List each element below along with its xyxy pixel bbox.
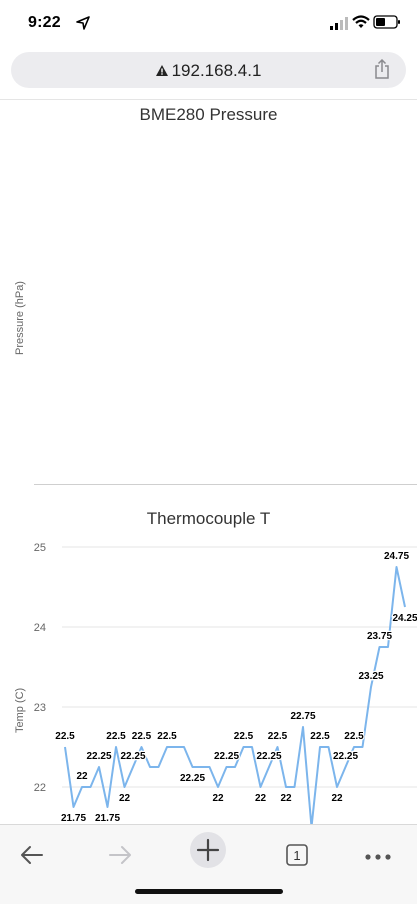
share-icon[interactable] — [374, 59, 390, 79]
y-tick-label: 24 — [34, 622, 46, 634]
battery-icon — [373, 15, 400, 29]
data-label: 22 — [331, 793, 343, 804]
plus-icon — [196, 838, 220, 862]
data-label: 24.25 — [392, 613, 417, 624]
pressure-chart-title: BME280 Pressure — [139, 105, 278, 124]
browser-toolbar: 1 — [0, 824, 417, 904]
url-text: 192.168.4.1 — [171, 61, 262, 80]
data-label: 22 — [212, 793, 224, 804]
wifi-icon — [352, 15, 370, 28]
pressure-y-axis-label: Pressure (hPa) — [14, 281, 26, 355]
data-label: 21.75 — [61, 813, 86, 824]
data-label: 21.75 — [95, 813, 120, 824]
tabs-button[interactable]: 1 — [277, 835, 317, 875]
data-label: 22.75 — [290, 711, 315, 722]
data-label: 23.75 — [367, 631, 392, 642]
y-tick-label: 23 — [34, 702, 46, 714]
status-time: 9:22 — [28, 14, 61, 31]
data-label: 22.5 — [268, 731, 288, 742]
data-label: 22 — [280, 793, 292, 804]
tabs-icon — [286, 844, 308, 866]
data-label: 22.5 — [106, 731, 126, 742]
data-label: 22.25 — [86, 751, 111, 762]
back-arrow-icon[interactable] — [12, 835, 52, 875]
address-bar[interactable]: 192.168.4.1 — [11, 52, 406, 88]
data-label: 23.25 — [358, 671, 383, 682]
status-bar: 9:22 — [0, 0, 417, 44]
data-label: 22.5 — [55, 731, 75, 742]
data-label: 22 — [119, 793, 131, 804]
data-label: 22.25 — [180, 773, 205, 784]
warning-icon — [155, 65, 168, 76]
data-label: 22.5 — [132, 731, 152, 742]
data-label: 22.5 — [234, 731, 254, 742]
more-options-icon[interactable] — [358, 835, 398, 875]
url-display: 192.168.4.1 — [11, 61, 406, 81]
temp-chart-title: Thermocouple T — [146, 509, 271, 528]
data-label: 22.5 — [344, 731, 364, 742]
data-label: 22.25 — [120, 751, 145, 762]
data-label: 22 — [255, 793, 267, 804]
temp-chart: 22 23 24 25 22.5 21.75 22 22.25 21.75 22.5 22 22.25… — [34, 542, 417, 824]
data-label: 24.75 — [384, 551, 409, 562]
tab-count: 1 — [293, 848, 301, 863]
data-label: 22.5 — [310, 731, 330, 742]
temp-series-line — [64, 566, 406, 824]
data-label: 22.5 — [157, 731, 177, 742]
cellular-signal-icon — [330, 17, 348, 30]
data-label: 22.25 — [333, 751, 358, 762]
forward-arrow-icon[interactable] — [100, 835, 140, 875]
header-divider — [0, 99, 417, 100]
home-indicator — [135, 889, 283, 894]
new-tab-background — [190, 832, 226, 868]
location-arrow-icon — [76, 16, 90, 30]
data-label: 22.25 — [256, 751, 281, 762]
chart-divider — [34, 484, 417, 485]
data-label: 22 — [76, 771, 88, 782]
y-tick-label: 22 — [34, 782, 46, 794]
y-tick-label: 25 — [34, 542, 46, 554]
data-label: 22.25 — [214, 751, 239, 762]
new-tab-button[interactable] — [190, 832, 230, 872]
